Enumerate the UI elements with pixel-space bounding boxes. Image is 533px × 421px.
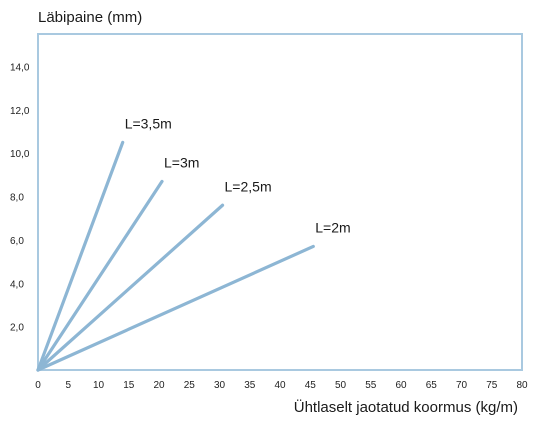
x-tick-label: 75	[486, 380, 498, 391]
x-tick-label: 35	[244, 380, 256, 391]
y-tick-label: 2,0	[10, 323, 24, 334]
y-tick-label: 14,0	[10, 63, 30, 74]
y-axis-label: Läbipaine (mm)	[38, 9, 142, 26]
y-tick-label: 6,0	[10, 236, 24, 247]
x-tick-label: 5	[65, 380, 71, 391]
x-tick-label: 50	[335, 380, 347, 391]
series-label-1: L=3,5m	[125, 115, 172, 131]
x-tick-label: 65	[426, 380, 438, 391]
series-label-2: L=3m	[164, 154, 199, 170]
x-tick-label: 40	[274, 380, 286, 391]
y-tick-label: 12,0	[10, 106, 30, 117]
series-line-1	[38, 142, 123, 370]
x-tick-label: 15	[123, 380, 135, 391]
y-tick-label: 8,0	[10, 193, 24, 204]
x-tick-label: 60	[395, 380, 407, 391]
x-tick-label: 55	[365, 380, 377, 391]
x-tick-label: 20	[153, 380, 165, 391]
series-label-4: L=2m	[315, 219, 350, 235]
x-tick-label: 0	[35, 380, 41, 391]
x-tick-label: 80	[516, 380, 528, 391]
x-tick-label: 70	[456, 380, 468, 391]
series-label-3: L=2,5m	[225, 178, 272, 194]
x-tick-label: 30	[214, 380, 226, 391]
y-tick-label: 10,0	[10, 149, 30, 160]
x-axis-label: Ühtlaselt jaotatud koormus (kg/m)	[294, 398, 518, 416]
x-tick-label: 10	[93, 380, 105, 391]
plot-frame	[38, 34, 522, 370]
y-tick-label: 4,0	[10, 279, 24, 290]
x-tick-label: 25	[184, 380, 196, 391]
x-tick-label: 45	[305, 380, 317, 391]
